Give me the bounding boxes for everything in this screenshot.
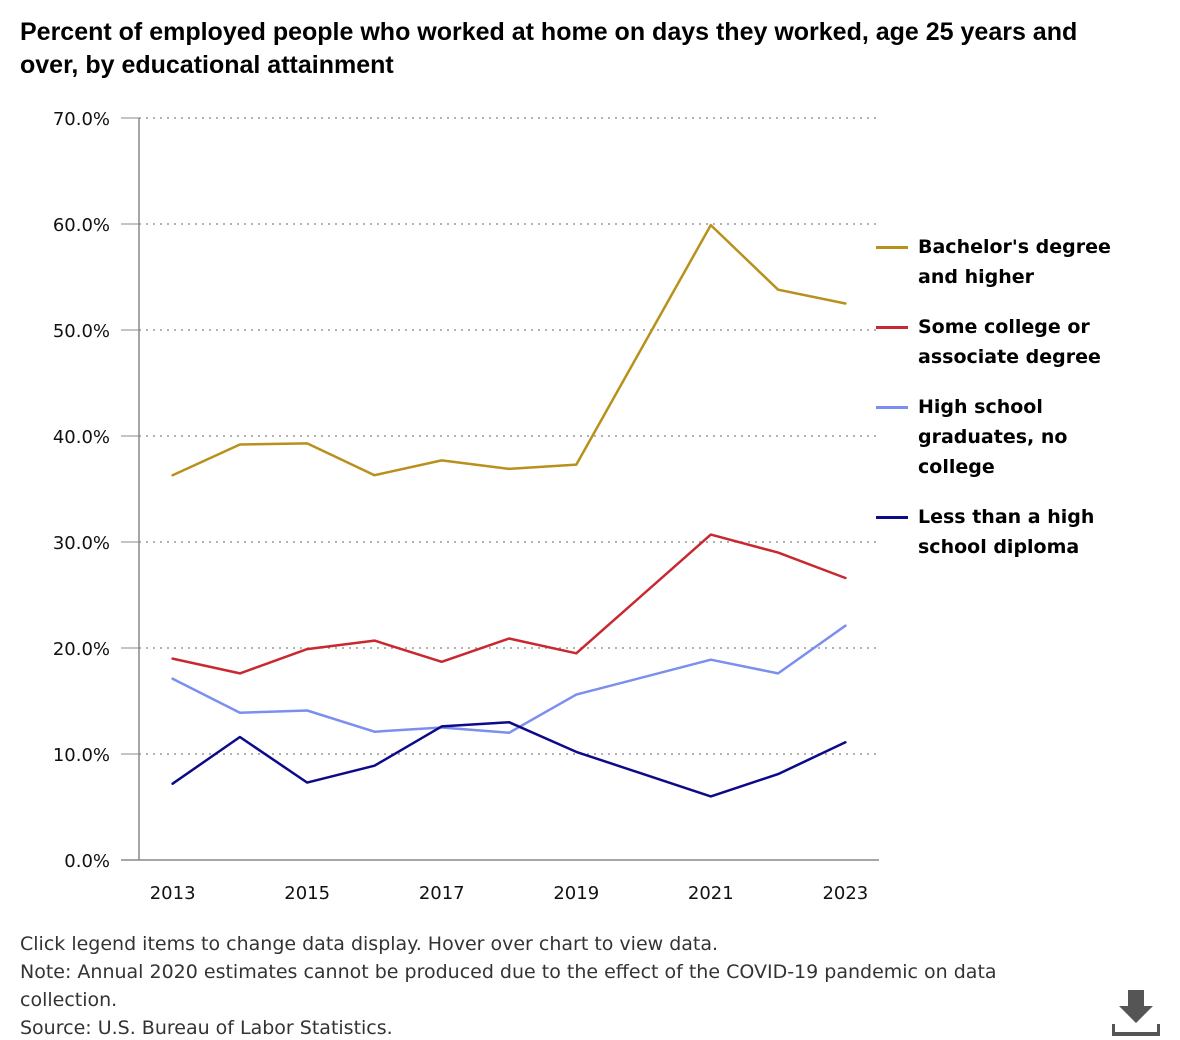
y-tick-label: 60.0% [53, 215, 110, 236]
note-text: Note: Annual 2020 estimates cannot be pr… [20, 961, 997, 1011]
series-line[interactable] [171, 624, 847, 735]
data-point[interactable]: Bachelor's degree and higher 2019: 37.3% [570, 459, 582, 471]
series-line[interactable] [171, 720, 847, 798]
legend-swatch [876, 326, 908, 329]
legend-swatch [876, 246, 908, 249]
y-tick-label: 30.0% [53, 533, 110, 554]
legend-swatch [876, 406, 908, 409]
data-point[interactable]: Less than a high school diploma 2022: 8.… [772, 768, 784, 780]
download-button[interactable] [1111, 990, 1161, 1036]
data-point[interactable]: Bachelor's degree and higher 2022: 53.8% [772, 284, 784, 296]
data-point[interactable]: Less than a high school diploma 2013: 7.… [167, 778, 179, 790]
data-point[interactable]: Bachelor's degree and higher 2014: 39.2% [234, 438, 246, 450]
data-point[interactable]: Less than a high school diploma 2017: 12… [436, 720, 448, 732]
y-tick-label: 40.0% [53, 427, 110, 448]
data-point[interactable]: Some college or associate degree 2013: 1… [167, 653, 179, 665]
data-point[interactable]: High school graduates, no college 2015: … [301, 705, 313, 717]
data-point[interactable]: High school graduates, no college 2014: … [234, 707, 246, 719]
data-point[interactable]: Some college or associate degree 2022: 2… [772, 547, 784, 559]
data-point[interactable]: Less than a high school diploma 2014: 11… [234, 731, 246, 743]
data-point[interactable]: High school graduates, no college 2019: … [570, 689, 582, 701]
legend-item[interactable]: Bachelor's degree and higher [876, 232, 1116, 292]
data-point[interactable]: Bachelor's degree and higher 2018: 36.9% [503, 463, 515, 475]
data-point[interactable]: Bachelor's degree and higher 2017: 37.7% [436, 454, 448, 466]
instruction-text: Click legend items to change data displa… [20, 933, 719, 955]
y-tick-label: 0.0% [64, 851, 110, 872]
data-point[interactable]: High school graduates, no college 2023: … [839, 620, 851, 632]
legend-item[interactable]: Some college or associate degree [876, 312, 1116, 372]
chart-notes: Click legend items to change data displa… [20, 930, 1060, 1040]
data-point[interactable]: Less than a high school diploma 2023: 11… [839, 736, 851, 748]
chart-title: Percent of employed people who worked at… [20, 18, 1078, 79]
data-point[interactable]: Less than a high school diploma 2016: 8.… [368, 760, 380, 772]
x-tick-label: 2017 [419, 883, 465, 904]
legend-item[interactable]: High school graduates, no college [876, 392, 1116, 482]
data-point[interactable]: Some college or associate degree 2016: 2… [368, 635, 380, 647]
data-point[interactable]: Less than a high school diploma 2019: 10… [570, 746, 582, 758]
x-tick-label: 2021 [688, 883, 734, 904]
data-point[interactable]: Bachelor's degree and higher 2015: 39.3% [301, 437, 313, 449]
data-point[interactable]: Bachelor's degree and higher 2016: 36.3% [368, 469, 380, 481]
legend-label: Some college or associate degree [918, 316, 1101, 368]
y-tick-label: 20.0% [53, 639, 110, 660]
legend-label: High school graduates, no college [918, 396, 1068, 478]
data-point[interactable]: Some college or associate degree 2021: 3… [705, 529, 717, 541]
data-point[interactable]: Some college or associate degree 2019: 1… [570, 647, 582, 659]
data-point[interactable]: High school graduates, no college 2013: … [167, 673, 179, 685]
download-icon [1111, 990, 1161, 1036]
legend-swatch [876, 516, 908, 519]
data-point[interactable]: Some college or associate degree 2015: 1… [301, 643, 313, 655]
data-point[interactable]: High school graduates, no college 2018: … [503, 727, 515, 739]
x-tick-label: 2015 [284, 883, 330, 904]
y-tick-label: 10.0% [53, 745, 110, 766]
data-point[interactable]: Some college or associate degree 2014: 1… [234, 667, 246, 679]
x-tick-label: 2019 [553, 883, 599, 904]
legend-label: Bachelor's degree and higher [918, 236, 1111, 288]
data-point[interactable]: Some college or associate degree 2018: 2… [503, 632, 515, 644]
data-point[interactable]: High school graduates, no college 2021: … [705, 654, 717, 666]
x-tick-label: 2013 [150, 883, 196, 904]
data-point[interactable]: Less than a high school diploma 2015: 7.… [301, 777, 313, 789]
legend-label: Less than a high school diploma [918, 506, 1095, 558]
series-line[interactable] [171, 533, 847, 675]
data-point[interactable]: Some college or associate degree 2017: 1… [436, 656, 448, 668]
legend-item[interactable]: Less than a high school diploma [876, 502, 1116, 562]
data-point[interactable]: Less than a high school diploma 2021: 6.… [705, 790, 717, 802]
x-tick-label: 2023 [822, 883, 868, 904]
y-tick-label: 50.0% [53, 321, 110, 342]
data-point[interactable]: High school graduates, no college 2016: … [368, 726, 380, 738]
line-chart[interactable]: 0.0% 10.0% 20.0% 30.0% 40.0% 50.0% 60.0% 70.0% 2… [0, 0, 1180, 920]
data-point[interactable]: Bachelor's degree and higher 2013: 36.3% [167, 469, 179, 481]
data-point[interactable]: High school graduates, no college 2022: … [772, 667, 784, 679]
data-point[interactable]: Bachelor's degree and higher 2023: 52.5% [839, 298, 851, 310]
data-point[interactable]: Bachelor's degree and higher 2021: 59.9% [705, 219, 717, 231]
y-tick-label: 70.0% [53, 109, 110, 130]
data-point[interactable]: Less than a high school diploma 2018: 13… [503, 716, 515, 728]
chart-legend: Bachelor's degree and higher Some college… [876, 232, 1116, 582]
data-point[interactable]: Some college or associate degree 2023: 2… [839, 572, 851, 584]
source-text: Source: U.S. Bureau of Labor Statistics. [20, 1017, 393, 1039]
series-line[interactable] [171, 223, 847, 477]
